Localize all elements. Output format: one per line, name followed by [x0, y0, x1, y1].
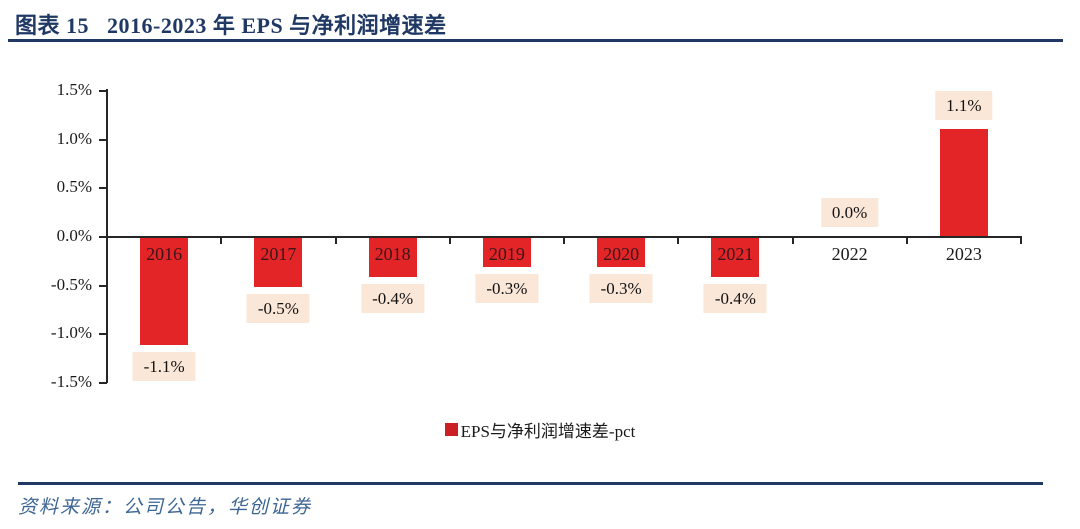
- chart-title: 图表 15 2016-2023 年 EPS 与净利润增速差: [15, 13, 447, 38]
- y-axis-label: -1.5%: [50, 372, 92, 392]
- category-label-2021: 2021: [717, 244, 754, 264]
- y-axis-label: 1.5%: [56, 79, 92, 99]
- x-axis-tick: [677, 236, 680, 244]
- bar-2017: [254, 238, 303, 287]
- chart-legend: EPS与净利润增速差-pct: [0, 417, 1080, 442]
- x-axis-tick: [448, 236, 451, 244]
- x-axis-tick: [791, 236, 794, 244]
- bar-2018: [368, 238, 417, 277]
- y-axis-tick: [99, 187, 107, 190]
- y-axis-tick: [99, 382, 107, 385]
- x-axis-tick: [563, 236, 565, 244]
- value-label-2022: 0.0%: [820, 198, 879, 227]
- value-label-2023: 1.1%: [935, 90, 993, 120]
- y-axis-label: 0.5%: [56, 177, 92, 197]
- y-axis-label: -0.5%: [50, 274, 92, 294]
- value-label-2017: -0.5%: [246, 293, 310, 323]
- category-label-2023: 2023: [945, 244, 982, 264]
- y-axis-tick: [99, 89, 107, 92]
- legend-swatch-icon: [444, 423, 458, 436]
- category-label-2020: 2020: [603, 244, 640, 264]
- y-axis-label: 0.0%: [56, 226, 92, 245]
- category-label-2022: 2022: [831, 244, 868, 264]
- value-label-2016: -1.1%: [132, 352, 196, 382]
- footer-divider: [18, 482, 1043, 485]
- header-divider: [8, 39, 1063, 42]
- legend-item: EPS与净利润增速差-pct: [444, 417, 636, 442]
- y-axis-tick: [99, 236, 107, 238]
- bar-2021: [711, 238, 760, 277]
- source-note: 资料来源：公司公告，华创证券: [18, 497, 313, 518]
- value-label-2019: -0.3%: [475, 274, 539, 304]
- value-label-2021: -0.4%: [703, 283, 767, 313]
- value-label-2018: -0.4%: [361, 283, 425, 313]
- bar-2019: [482, 238, 531, 268]
- bar-2023: [939, 128, 988, 236]
- x-axis-tick: [334, 236, 337, 244]
- category-label-2018: 2018: [374, 244, 411, 264]
- y-axis-label: 1.0%: [56, 128, 92, 148]
- y-axis-tick: [99, 284, 107, 287]
- bar-2020: [597, 238, 646, 268]
- x-axis-tick: [905, 236, 908, 244]
- bar-chart: 1.5% 1.0% 0.5% 0.0% -0.5% -1.0% -1.5% 2016 -1.1%…: [50, 79, 1022, 392]
- value-label-2020: -0.3%: [589, 274, 653, 304]
- category-label-2019: 2019: [488, 244, 525, 264]
- x-axis-tick: [1020, 236, 1022, 244]
- x-axis-tick: [220, 236, 223, 244]
- category-label-2017: 2017: [260, 244, 297, 264]
- y-axis-tick: [99, 138, 107, 141]
- category-label-2016: 2016: [146, 244, 183, 264]
- y-axis-tick: [99, 333, 107, 336]
- bar-2016: [140, 238, 189, 346]
- y-axis-label: -1.0%: [50, 323, 92, 343]
- x-axis-tick: [106, 236, 108, 244]
- legend-label: EPS与净利润增速差-pct: [460, 422, 636, 441]
